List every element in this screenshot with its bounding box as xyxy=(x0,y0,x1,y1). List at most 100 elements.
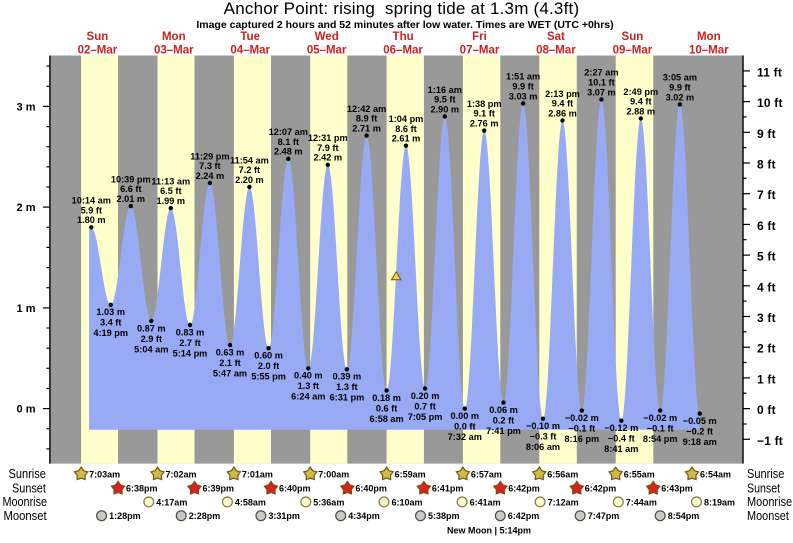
svg-text:0.60 m: 0.60 m xyxy=(254,351,283,361)
svg-text:6:59am: 6:59am xyxy=(395,469,426,479)
svg-text:6:55am: 6:55am xyxy=(624,469,655,479)
svg-text:1:04 pm: 1:04 pm xyxy=(389,114,424,124)
svg-text:4:19 pm: 4:19 pm xyxy=(93,328,128,338)
svg-text:8.9 ft: 8.9 ft xyxy=(356,114,377,124)
svg-text:2.76 m: 2.76 m xyxy=(470,119,499,129)
svg-text:2.61 m: 2.61 m xyxy=(392,134,421,144)
svg-text:3.4 ft: 3.4 ft xyxy=(100,318,121,328)
svg-text:1 ft: 1 ft xyxy=(757,372,776,386)
svg-text:2.24 m: 2.24 m xyxy=(196,171,225,181)
svg-text:5:38pm: 5:38pm xyxy=(428,511,460,521)
svg-text:9:18 am: 9:18 am xyxy=(683,437,717,447)
svg-text:3.07 m: 3.07 m xyxy=(587,87,616,97)
svg-text:0.6 ft: 0.6 ft xyxy=(376,403,397,413)
svg-text:0.63 m: 0.63 m xyxy=(216,348,245,358)
svg-text:6:41pm: 6:41pm xyxy=(432,484,464,494)
svg-text:1 m: 1 m xyxy=(17,303,36,315)
svg-text:0 ft: 0 ft xyxy=(757,403,776,417)
svg-text:Mon: Mon xyxy=(162,31,186,43)
svg-text:−0.02 m: −0.02 m xyxy=(565,413,599,423)
svg-text:10–Mar: 10–Mar xyxy=(689,45,729,57)
svg-text:6.5 ft: 6.5 ft xyxy=(160,186,181,196)
svg-text:Sunrise: Sunrise xyxy=(747,466,784,481)
svg-text:−0.1 ft: −0.1 ft xyxy=(568,424,595,434)
svg-text:4:58am: 4:58am xyxy=(235,497,266,507)
svg-text:7:00am: 7:00am xyxy=(318,469,349,479)
svg-text:6:39pm: 6:39pm xyxy=(203,484,235,494)
svg-text:4:34pm: 4:34pm xyxy=(348,511,380,521)
svg-text:6:54am: 6:54am xyxy=(700,469,731,479)
svg-text:Anchor Point: rising spring t: Anchor Point: rising spring tide at 1.3m… xyxy=(224,0,580,18)
svg-text:2.86 m: 2.86 m xyxy=(548,108,577,118)
svg-text:Sunset: Sunset xyxy=(747,481,780,496)
svg-text:03–Mar: 03–Mar xyxy=(154,45,194,57)
svg-text:Mon: Mon xyxy=(697,31,721,43)
svg-text:7:05 pm: 7:05 pm xyxy=(408,412,443,422)
svg-text:1.99 m: 1.99 m xyxy=(156,196,185,206)
svg-text:6:40pm: 6:40pm xyxy=(279,484,311,494)
svg-text:Tue: Tue xyxy=(240,31,260,43)
svg-text:9.1 ft: 9.1 ft xyxy=(473,109,494,119)
svg-text:2.90 m: 2.90 m xyxy=(430,104,459,114)
svg-text:08–Mar: 08–Mar xyxy=(536,45,576,57)
svg-text:8:06 am: 8:06 am xyxy=(526,442,560,452)
svg-text:07–Mar: 07–Mar xyxy=(460,45,500,57)
svg-text:Wed: Wed xyxy=(315,31,339,43)
svg-text:7:44am: 7:44am xyxy=(626,497,657,507)
svg-text:09–Mar: 09–Mar xyxy=(613,45,653,57)
svg-text:6:10am: 6:10am xyxy=(392,497,423,507)
svg-text:6:43pm: 6:43pm xyxy=(661,484,693,494)
svg-text:5 ft: 5 ft xyxy=(757,250,776,264)
svg-text:9.4 ft: 9.4 ft xyxy=(552,99,573,109)
svg-text:Fri: Fri xyxy=(472,31,487,43)
svg-text:11:29 pm: 11:29 pm xyxy=(190,151,229,161)
svg-text:0.20 m: 0.20 m xyxy=(411,391,440,401)
svg-text:12:42 am: 12:42 am xyxy=(347,104,386,114)
svg-text:3.02 m: 3.02 m xyxy=(666,92,695,102)
svg-text:8.1 ft: 8.1 ft xyxy=(278,137,299,147)
svg-text:Moonset: Moonset xyxy=(4,508,47,523)
svg-text:7:01am: 7:01am xyxy=(242,469,273,479)
svg-text:7.2 ft: 7.2 ft xyxy=(239,165,260,175)
svg-text:−0.1 ft: −0.1 ft xyxy=(647,424,674,434)
svg-text:2 m: 2 m xyxy=(17,202,36,214)
svg-text:2.71 m: 2.71 m xyxy=(352,124,381,134)
svg-text:11:13 am: 11:13 am xyxy=(151,176,190,186)
svg-text:Sunset: Sunset xyxy=(12,481,46,496)
svg-text:3:31pm: 3:31pm xyxy=(268,511,300,521)
svg-text:0.06 m: 0.06 m xyxy=(489,405,518,415)
svg-text:2.48 m: 2.48 m xyxy=(274,147,303,157)
svg-text:Sat: Sat xyxy=(547,31,565,43)
svg-text:0.87 m: 0.87 m xyxy=(137,323,166,333)
svg-text:6:42pm: 6:42pm xyxy=(508,484,540,494)
svg-text:9.5 ft: 9.5 ft xyxy=(434,95,455,105)
svg-text:2.88 m: 2.88 m xyxy=(626,106,655,116)
svg-text:5:04 am: 5:04 am xyxy=(134,344,168,354)
svg-text:6:42pm: 6:42pm xyxy=(508,511,540,521)
svg-text:9.9 ft: 9.9 ft xyxy=(512,82,533,92)
svg-text:−0.2 ft: −0.2 ft xyxy=(686,427,713,437)
svg-text:6 ft: 6 ft xyxy=(757,219,776,233)
svg-text:9 ft: 9 ft xyxy=(757,127,776,141)
svg-text:12:07 am: 12:07 am xyxy=(269,127,308,137)
svg-text:6:40pm: 6:40pm xyxy=(355,484,387,494)
svg-text:4 ft: 4 ft xyxy=(757,280,776,294)
svg-text:Moonrise: Moonrise xyxy=(3,494,48,509)
svg-text:1:38 pm: 1:38 pm xyxy=(467,99,502,109)
svg-text:1:51 am: 1:51 am xyxy=(506,72,540,82)
svg-text:7:32 am: 7:32 am xyxy=(448,432,482,442)
svg-text:11 ft: 11 ft xyxy=(757,65,782,79)
svg-text:−0.3 ft: −0.3 ft xyxy=(530,432,557,442)
svg-text:6:38pm: 6:38pm xyxy=(126,484,158,494)
svg-text:−0.05 m: −0.05 m xyxy=(683,416,717,426)
svg-text:06–Mar: 06–Mar xyxy=(383,45,423,57)
svg-text:02–Mar: 02–Mar xyxy=(78,45,118,57)
svg-text:7:03am: 7:03am xyxy=(89,469,120,479)
svg-text:2.0 ft: 2.0 ft xyxy=(258,361,279,371)
svg-text:6:41am: 6:41am xyxy=(470,497,501,507)
svg-text:5.9 ft: 5.9 ft xyxy=(81,205,102,215)
svg-text:1.03 m: 1.03 m xyxy=(96,307,125,317)
svg-text:New Moon | 5:14pm: New Moon | 5:14pm xyxy=(447,526,531,536)
svg-text:6.6 ft: 6.6 ft xyxy=(120,184,141,194)
svg-text:6:58 am: 6:58 am xyxy=(369,414,403,424)
